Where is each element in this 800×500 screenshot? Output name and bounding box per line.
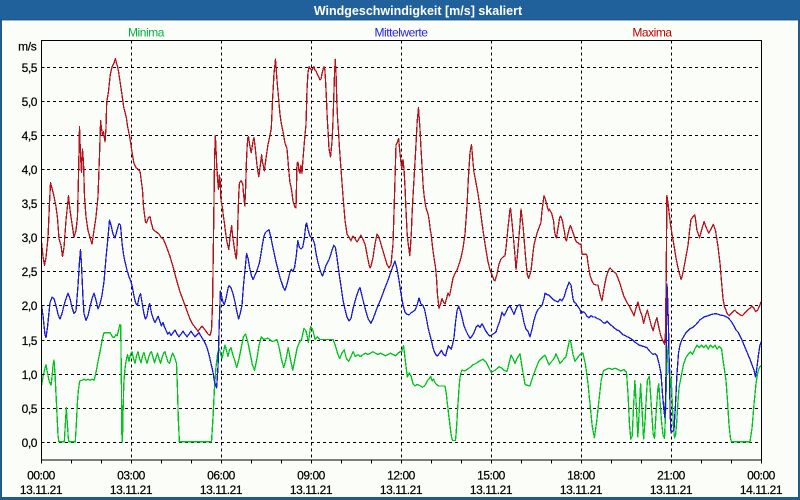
svg-text:Mittelwerte: Mittelwerte [374, 26, 428, 40]
svg-text:03:00: 03:00 [117, 469, 146, 483]
svg-text:Minima: Minima [128, 26, 165, 40]
svg-text:13.11.21: 13.11.21 [290, 483, 333, 497]
svg-text:5,5: 5,5 [22, 61, 38, 75]
svg-text:12:00: 12:00 [387, 469, 416, 483]
svg-text:00:00: 00:00 [747, 469, 776, 483]
svg-text:5,0: 5,0 [22, 95, 38, 109]
svg-text:1,0: 1,0 [22, 368, 38, 382]
svg-text:13.11.21: 13.11.21 [470, 483, 513, 497]
svg-text:0,5: 0,5 [22, 402, 38, 416]
svg-text:13.11.21: 13.11.21 [20, 483, 63, 497]
svg-text:09:00: 09:00 [297, 469, 326, 483]
svg-text:3,0: 3,0 [22, 231, 38, 245]
svg-text:18:00: 18:00 [567, 469, 596, 483]
svg-text:3,5: 3,5 [22, 197, 38, 211]
svg-text:4,5: 4,5 [22, 129, 38, 143]
svg-text:00:00: 00:00 [27, 469, 56, 483]
svg-text:15:00: 15:00 [477, 469, 506, 483]
svg-text:13.11.21: 13.11.21 [200, 483, 243, 497]
svg-text:Windgeschwindigkeit [m/s] skal: Windgeschwindigkeit [m/s] skaliert [314, 4, 523, 18]
svg-text:06:00: 06:00 [207, 469, 236, 483]
svg-text:13.11.21: 13.11.21 [380, 483, 423, 497]
svg-text:1,5: 1,5 [22, 334, 38, 348]
svg-text:m/s: m/s [18, 40, 37, 54]
svg-text:2,5: 2,5 [22, 265, 38, 279]
svg-text:4,0: 4,0 [22, 163, 38, 177]
svg-text:Maxima: Maxima [632, 26, 672, 40]
svg-text:13.11.21: 13.11.21 [650, 483, 693, 497]
svg-text:0,0: 0,0 [22, 436, 38, 450]
svg-text:13.11.21: 13.11.21 [110, 483, 153, 497]
svg-text:13.11.21: 13.11.21 [560, 483, 603, 497]
svg-text:2,0: 2,0 [22, 299, 38, 313]
svg-text:21:00: 21:00 [657, 469, 686, 483]
svg-text:14.11.21: 14.11.21 [740, 483, 783, 497]
